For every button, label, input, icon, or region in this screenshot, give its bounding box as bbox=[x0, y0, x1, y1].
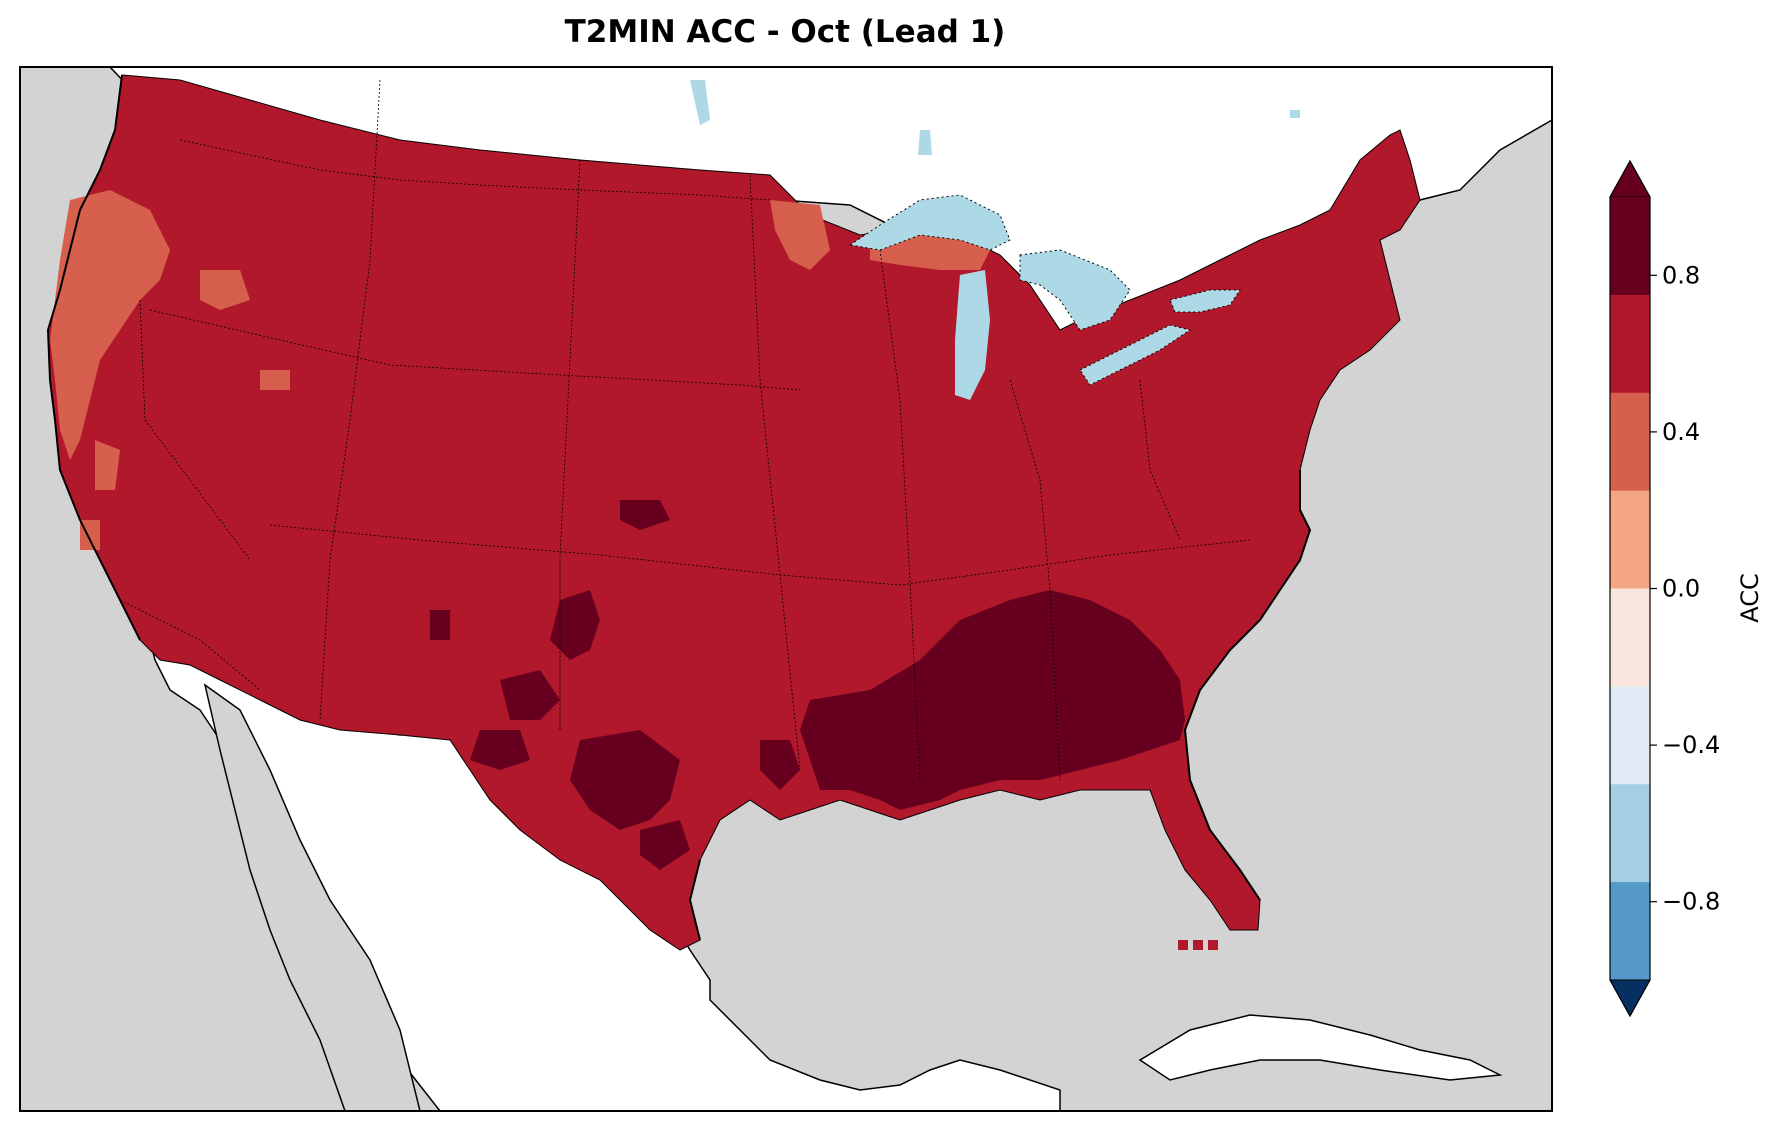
colorbar-band bbox=[1610, 686, 1650, 785]
lake-superior bbox=[848, 194, 1011, 251]
colorbar-band bbox=[1610, 784, 1650, 883]
colorbar-tick-label: −0.4 bbox=[1662, 731, 1720, 759]
texas-high-patch bbox=[470, 590, 800, 870]
colorbar-tick-label: 0.8 bbox=[1662, 261, 1700, 289]
california-moderate bbox=[80, 440, 120, 550]
great-lakes-moderate bbox=[770, 200, 990, 270]
us-coastline bbox=[46, 74, 1312, 941]
lake-ontario bbox=[1169, 289, 1241, 313]
lake-erie bbox=[1079, 324, 1192, 386]
colorbar-tick-label: −0.8 bbox=[1662, 888, 1720, 916]
colorbar-band bbox=[1610, 392, 1650, 492]
colorbar-label: ACC bbox=[1736, 573, 1764, 623]
colorbar-band bbox=[1610, 294, 1650, 394]
colorbar: 0.8 0.4 0.0 −0.4 −0.8 bbox=[1609, 159, 1720, 1018]
colorbar-band bbox=[1610, 490, 1650, 589]
cuba-land bbox=[1138, 1014, 1503, 1081]
lake-huron bbox=[1019, 249, 1131, 331]
colorbar-outline bbox=[1609, 159, 1651, 1018]
florida-keys bbox=[1178, 940, 1218, 950]
colorbar-extend-min bbox=[1609, 979, 1651, 1018]
lake-michigan bbox=[955, 270, 990, 400]
colorbar-tick-label: 0.0 bbox=[1662, 575, 1700, 603]
colorbar-band bbox=[1610, 197, 1650, 296]
colorbar-band bbox=[1610, 882, 1650, 981]
gulf-of-california bbox=[203, 683, 421, 1111]
southeast-high-region bbox=[800, 590, 1185, 810]
colorbar-extend-max bbox=[1609, 159, 1651, 198]
map-title: T2MIN ACC - Oct (Lead 1) bbox=[564, 14, 1006, 50]
map-frame bbox=[19, 66, 1553, 1112]
state-borders bbox=[119, 79, 1251, 781]
colorbar-band bbox=[1610, 588, 1650, 687]
colorbar-tick-label: 0.4 bbox=[1662, 418, 1700, 446]
idaho-moderate-patch bbox=[200, 270, 290, 390]
kansas-high-patch bbox=[430, 500, 670, 640]
pacific-northwest-moderate bbox=[50, 190, 170, 460]
map-area bbox=[20, 67, 1552, 1111]
